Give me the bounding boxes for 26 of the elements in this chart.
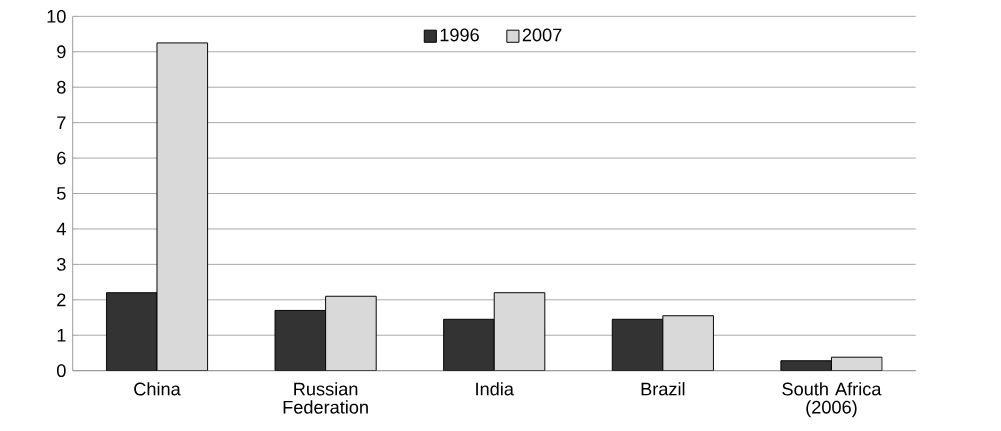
x-tick-label: Russian Federation <box>283 382 368 414</box>
y-tick-label: 10 <box>47 10 66 23</box>
y-tick-label: 1 <box>57 329 66 342</box>
bar <box>493 292 546 371</box>
x-tick-label: India <box>476 382 514 396</box>
y-tick-label: 7 <box>57 116 66 130</box>
y-tick-label: 5 <box>57 187 66 201</box>
y-tick-label: 4 <box>56 222 66 236</box>
y-tick-label: 6 <box>57 151 66 165</box>
y-tick-label: 8 <box>57 80 66 94</box>
bar <box>662 315 714 371</box>
bar <box>274 310 327 371</box>
bar <box>105 292 158 371</box>
bar <box>611 318 664 371</box>
bar <box>325 295 377 371</box>
legend-label: 2007 <box>522 28 562 42</box>
legend-label: 1996 <box>440 28 479 42</box>
bar <box>156 42 209 371</box>
y-tick-label: 9 <box>57 45 66 59</box>
x-tick-label: China <box>134 382 181 396</box>
x-tick-label: Brazil <box>641 382 685 396</box>
y-tick-label: 2 <box>57 293 66 307</box>
y-tick-label: 3 <box>56 258 66 271</box>
x-tick-label: South Africa (2006) <box>782 382 882 418</box>
y-tick-label: 0 <box>56 364 66 378</box>
bar <box>443 318 495 371</box>
